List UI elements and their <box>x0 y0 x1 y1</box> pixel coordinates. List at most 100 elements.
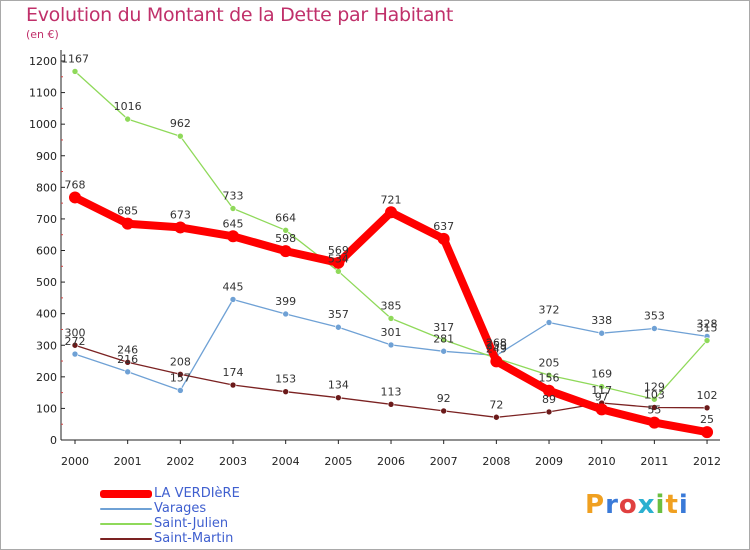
x-tick-label: 2008 <box>482 455 510 468</box>
data-label: 673 <box>170 208 191 221</box>
data-label: 328 <box>697 317 718 330</box>
data-label: 281 <box>433 332 454 345</box>
y-tick-label: 700 <box>36 213 57 226</box>
data-point <box>229 296 237 303</box>
data-label: 645 <box>223 217 244 230</box>
data-label: 721 <box>381 193 402 206</box>
data-point <box>598 383 606 390</box>
data-point <box>437 232 450 245</box>
data-label: 249 <box>486 342 507 355</box>
x-tick-label: 2012 <box>693 455 721 468</box>
data-label: 385 <box>381 299 402 312</box>
data-point <box>124 368 131 376</box>
y-tick-label: 300 <box>36 339 57 352</box>
legend-swatch <box>100 538 152 540</box>
legend-swatch <box>100 508 152 510</box>
data-point <box>335 394 342 401</box>
x-tick-label: 2006 <box>377 455 405 468</box>
data-point <box>229 205 237 212</box>
data-label: 301 <box>381 326 402 339</box>
x-tick-label: 2001 <box>114 455 142 468</box>
data-point <box>545 319 553 326</box>
y-tick-label: 200 <box>36 371 57 384</box>
data-label: 208 <box>170 355 191 368</box>
data-point <box>124 115 131 123</box>
legend-label: LA VERDIèRE <box>154 486 240 501</box>
data-label: 216 <box>117 353 138 366</box>
data-label: 169 <box>591 368 612 381</box>
data-point <box>387 401 395 408</box>
data-label: 357 <box>328 308 349 321</box>
proxiti-logo: Proxiti <box>585 490 689 520</box>
y-tick-label: 100 <box>36 402 57 415</box>
data-point <box>279 245 292 258</box>
data-point <box>440 336 447 344</box>
data-label: 25 <box>700 413 714 426</box>
data-label: 157 <box>170 371 191 384</box>
x-tick-label: 2002 <box>166 455 194 468</box>
data-point <box>493 413 500 421</box>
y-tick-label: 0 <box>50 434 57 447</box>
data-label: 92 <box>437 392 451 405</box>
chart-title: Evolution du Montant de la Dette par Hab… <box>26 4 454 26</box>
data-point <box>332 256 345 269</box>
data-point <box>595 403 608 416</box>
data-label: 353 <box>644 310 665 323</box>
data-label: 205 <box>539 356 560 369</box>
data-point <box>282 310 289 318</box>
data-point <box>229 381 237 389</box>
data-label: 569 <box>328 244 349 257</box>
legend-swatch <box>100 490 152 498</box>
data-point <box>177 371 184 378</box>
data-label: 317 <box>433 321 454 334</box>
y-tick-label: 600 <box>36 245 57 258</box>
data-label: 134 <box>328 379 349 392</box>
data-point <box>703 337 711 344</box>
x-tick-label: 2005 <box>324 455 352 468</box>
data-label: 117 <box>591 384 612 397</box>
data-point <box>385 206 398 219</box>
x-tick-label: 2007 <box>430 455 458 468</box>
data-label: 338 <box>591 314 612 327</box>
data-label: 129 <box>644 380 665 393</box>
data-label: 55 <box>647 404 661 417</box>
data-point <box>490 355 503 368</box>
x-tick-label: 2009 <box>535 455 563 468</box>
x-tick-label: 2000 <box>61 455 89 468</box>
data-point <box>440 347 447 355</box>
data-point <box>387 341 395 349</box>
data-label: 272 <box>65 335 86 348</box>
y-tick-label: 900 <box>36 150 57 163</box>
legend-label: Saint-Julien <box>154 516 229 531</box>
data-point <box>177 132 184 140</box>
data-label: 97 <box>595 390 609 403</box>
data-point <box>387 315 395 322</box>
logo-letter: i <box>678 490 689 520</box>
data-label: 372 <box>539 304 560 317</box>
data-label: 399 <box>275 295 296 308</box>
data-label: 89 <box>542 393 556 406</box>
data-label: 153 <box>275 373 296 386</box>
data-label: 246 <box>117 343 138 356</box>
data-point <box>71 68 79 75</box>
data-point <box>648 416 661 429</box>
x-tick-label: 2011 <box>640 455 668 468</box>
legend-swatch <box>100 523 152 525</box>
logo-letter: i <box>655 490 666 520</box>
data-point <box>651 325 658 332</box>
data-point <box>598 329 606 337</box>
data-label: 637 <box>433 220 454 233</box>
y-tick-label: 400 <box>36 308 57 321</box>
data-point <box>651 404 658 411</box>
data-label: 315 <box>697 322 718 335</box>
logo-letter: r <box>605 490 619 520</box>
logo-letter: P <box>585 490 606 520</box>
data-label: 733 <box>223 189 244 202</box>
y-tick-label: 800 <box>36 181 57 194</box>
data-point <box>545 371 553 379</box>
data-label: 103 <box>644 388 665 401</box>
data-point <box>335 268 342 275</box>
data-point <box>701 426 714 439</box>
logo-letter: t <box>665 490 679 520</box>
